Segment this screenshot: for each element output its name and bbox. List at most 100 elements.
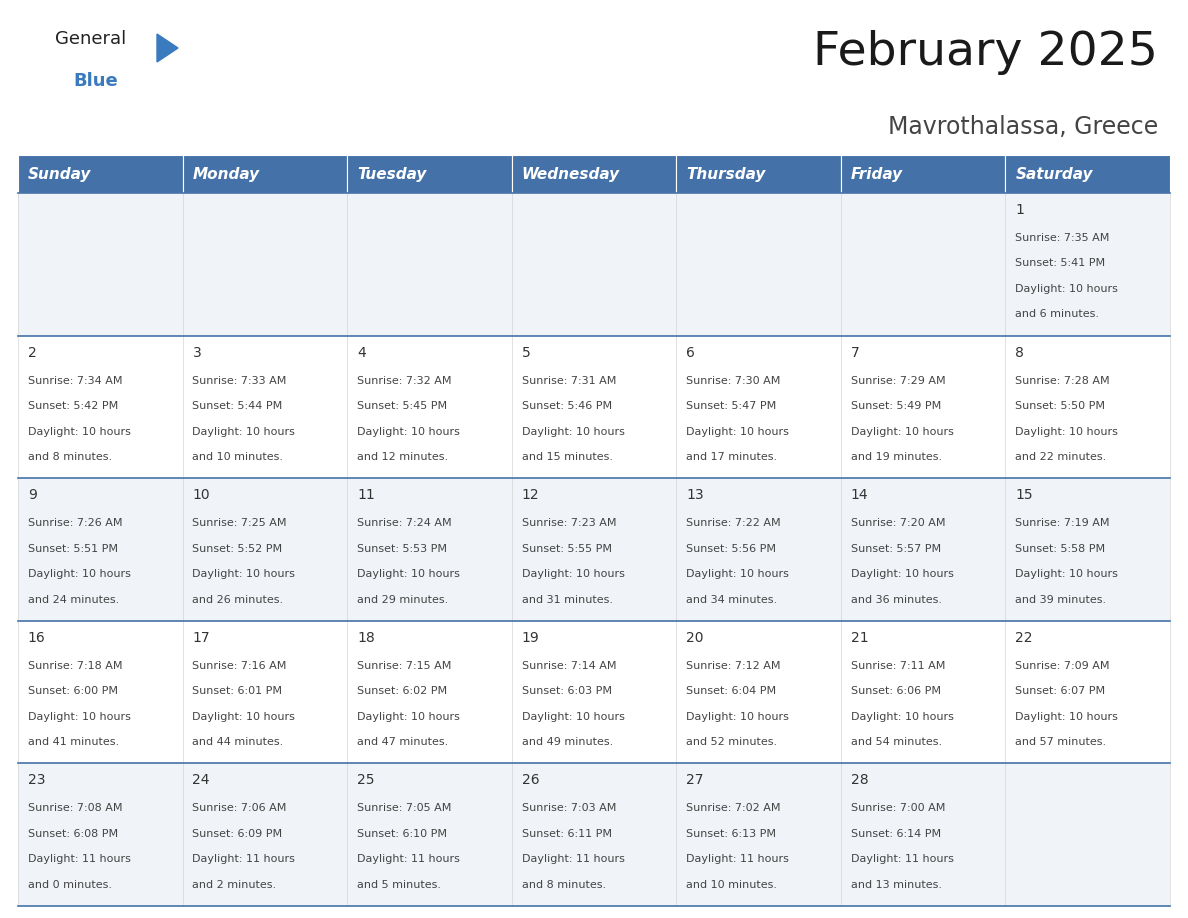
Text: 19: 19 xyxy=(522,631,539,644)
Text: Sunrise: 7:02 AM: Sunrise: 7:02 AM xyxy=(687,803,781,813)
Text: and 8 minutes.: and 8 minutes. xyxy=(27,452,112,462)
Bar xyxy=(1005,478,1170,621)
Bar xyxy=(676,478,841,621)
Bar xyxy=(183,336,347,478)
Text: Daylight: 10 hours: Daylight: 10 hours xyxy=(1016,569,1118,579)
Text: Daylight: 10 hours: Daylight: 10 hours xyxy=(687,427,789,437)
Text: Sunset: 5:50 PM: Sunset: 5:50 PM xyxy=(1016,401,1105,411)
Bar xyxy=(347,193,512,336)
Text: and 22 minutes.: and 22 minutes. xyxy=(1016,452,1106,462)
Text: Sunset: 6:07 PM: Sunset: 6:07 PM xyxy=(1016,687,1105,696)
Text: Sunset: 5:44 PM: Sunset: 5:44 PM xyxy=(192,401,283,411)
Text: and 15 minutes.: and 15 minutes. xyxy=(522,452,613,462)
Text: 1: 1 xyxy=(1016,203,1024,217)
Bar xyxy=(347,621,512,764)
Bar xyxy=(18,155,183,193)
Text: Sunset: 5:46 PM: Sunset: 5:46 PM xyxy=(522,401,612,411)
Text: Daylight: 11 hours: Daylight: 11 hours xyxy=(358,855,460,865)
Text: 9: 9 xyxy=(27,488,37,502)
Text: and 10 minutes.: and 10 minutes. xyxy=(192,452,284,462)
Text: Sunset: 6:00 PM: Sunset: 6:00 PM xyxy=(27,687,118,696)
Text: and 24 minutes.: and 24 minutes. xyxy=(27,595,119,605)
Text: Sunset: 5:47 PM: Sunset: 5:47 PM xyxy=(687,401,777,411)
Bar xyxy=(183,621,347,764)
Text: Sunday: Sunday xyxy=(27,166,91,182)
Text: Sunset: 6:08 PM: Sunset: 6:08 PM xyxy=(27,829,118,839)
Text: and 17 minutes.: and 17 minutes. xyxy=(687,452,777,462)
Text: 5: 5 xyxy=(522,345,530,360)
Bar xyxy=(18,478,183,621)
Text: Sunset: 5:49 PM: Sunset: 5:49 PM xyxy=(851,401,941,411)
Text: Sunset: 5:45 PM: Sunset: 5:45 PM xyxy=(358,401,447,411)
Bar xyxy=(676,155,841,193)
Text: Sunset: 6:14 PM: Sunset: 6:14 PM xyxy=(851,829,941,839)
Text: Sunrise: 7:16 AM: Sunrise: 7:16 AM xyxy=(192,661,286,671)
Bar xyxy=(347,155,512,193)
Bar xyxy=(512,193,676,336)
Text: Sunrise: 7:08 AM: Sunrise: 7:08 AM xyxy=(27,803,122,813)
Text: Daylight: 10 hours: Daylight: 10 hours xyxy=(192,569,296,579)
Text: Saturday: Saturday xyxy=(1016,166,1093,182)
Bar xyxy=(512,764,676,906)
Text: Sunrise: 7:09 AM: Sunrise: 7:09 AM xyxy=(1016,661,1110,671)
Text: Daylight: 10 hours: Daylight: 10 hours xyxy=(192,427,296,437)
Bar xyxy=(512,621,676,764)
Bar xyxy=(18,621,183,764)
Text: and 39 minutes.: and 39 minutes. xyxy=(1016,595,1106,605)
Text: Sunrise: 7:14 AM: Sunrise: 7:14 AM xyxy=(522,661,617,671)
Bar xyxy=(1005,621,1170,764)
Text: Blue: Blue xyxy=(72,72,118,90)
Text: and 8 minutes.: and 8 minutes. xyxy=(522,879,606,890)
Bar xyxy=(676,336,841,478)
Text: and 41 minutes.: and 41 minutes. xyxy=(27,737,119,747)
Text: Sunset: 5:52 PM: Sunset: 5:52 PM xyxy=(192,543,283,554)
Bar xyxy=(676,621,841,764)
Bar xyxy=(347,764,512,906)
Text: Sunrise: 7:26 AM: Sunrise: 7:26 AM xyxy=(27,518,122,528)
Bar xyxy=(183,155,347,193)
Text: Sunrise: 7:33 AM: Sunrise: 7:33 AM xyxy=(192,375,286,386)
Text: Daylight: 11 hours: Daylight: 11 hours xyxy=(27,855,131,865)
Text: 24: 24 xyxy=(192,773,210,788)
Text: Sunset: 6:03 PM: Sunset: 6:03 PM xyxy=(522,687,612,696)
Text: Daylight: 10 hours: Daylight: 10 hours xyxy=(1016,711,1118,722)
Text: and 29 minutes.: and 29 minutes. xyxy=(358,595,448,605)
Text: and 26 minutes.: and 26 minutes. xyxy=(192,595,284,605)
Bar xyxy=(841,478,1005,621)
Bar xyxy=(1005,764,1170,906)
Text: Daylight: 11 hours: Daylight: 11 hours xyxy=(522,855,625,865)
Bar xyxy=(841,621,1005,764)
Text: Friday: Friday xyxy=(851,166,903,182)
Text: Daylight: 10 hours: Daylight: 10 hours xyxy=(358,711,460,722)
Text: Sunset: 6:13 PM: Sunset: 6:13 PM xyxy=(687,829,776,839)
Text: Daylight: 11 hours: Daylight: 11 hours xyxy=(851,855,954,865)
Text: 20: 20 xyxy=(687,631,703,644)
Text: February 2025: February 2025 xyxy=(813,30,1158,75)
Text: Daylight: 10 hours: Daylight: 10 hours xyxy=(522,569,625,579)
Bar xyxy=(841,193,1005,336)
Text: Daylight: 10 hours: Daylight: 10 hours xyxy=(687,711,789,722)
Text: Sunrise: 7:11 AM: Sunrise: 7:11 AM xyxy=(851,661,946,671)
Text: and 44 minutes.: and 44 minutes. xyxy=(192,737,284,747)
Text: Sunrise: 7:25 AM: Sunrise: 7:25 AM xyxy=(192,518,287,528)
Bar xyxy=(1005,193,1170,336)
Text: Sunrise: 7:31 AM: Sunrise: 7:31 AM xyxy=(522,375,615,386)
Text: Daylight: 10 hours: Daylight: 10 hours xyxy=(27,569,131,579)
Text: 15: 15 xyxy=(1016,488,1032,502)
Text: Sunrise: 7:24 AM: Sunrise: 7:24 AM xyxy=(358,518,451,528)
Bar xyxy=(183,193,347,336)
Text: 27: 27 xyxy=(687,773,703,788)
Text: Mavrothalassa, Greece: Mavrothalassa, Greece xyxy=(887,115,1158,139)
Text: 10: 10 xyxy=(192,488,210,502)
Text: 13: 13 xyxy=(687,488,703,502)
Text: and 34 minutes.: and 34 minutes. xyxy=(687,595,777,605)
Text: 25: 25 xyxy=(358,773,374,788)
Text: 21: 21 xyxy=(851,631,868,644)
Text: General: General xyxy=(55,30,126,48)
Text: Daylight: 10 hours: Daylight: 10 hours xyxy=(1016,284,1118,294)
Text: Sunrise: 7:20 AM: Sunrise: 7:20 AM xyxy=(851,518,946,528)
Text: and 19 minutes.: and 19 minutes. xyxy=(851,452,942,462)
Text: 4: 4 xyxy=(358,345,366,360)
Text: Daylight: 10 hours: Daylight: 10 hours xyxy=(27,427,131,437)
Text: 26: 26 xyxy=(522,773,539,788)
